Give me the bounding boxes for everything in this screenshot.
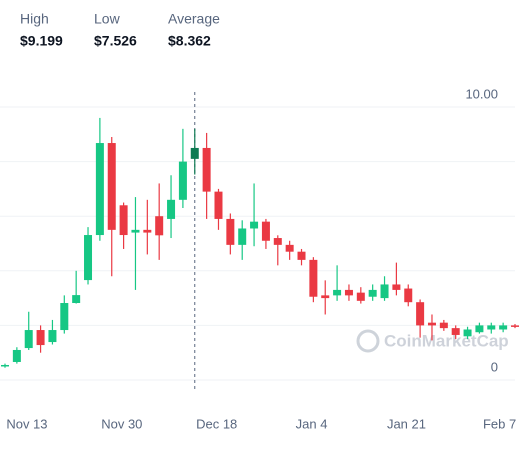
candle-body (36, 330, 45, 346)
candle-body (416, 302, 425, 326)
candle-body (392, 284, 401, 290)
candle-body (12, 349, 21, 362)
x-tick-label: Nov 13 (6, 416, 47, 431)
watermark-logo (356, 329, 380, 353)
candle-body (344, 289, 353, 296)
candle-body (511, 325, 519, 327)
stat-value: $7.526 (94, 33, 137, 49)
x-tick-label: Nov 30 (101, 416, 142, 431)
candle-body (368, 289, 377, 297)
candle-body (95, 143, 104, 236)
y-tick-label: 10.00 (465, 86, 498, 101)
candle-body (451, 328, 460, 335)
y-tick-label: 0 (491, 359, 498, 374)
stat-label: High (20, 11, 49, 27)
candle-body (404, 288, 413, 303)
candle-body (309, 259, 318, 297)
candle-body (48, 330, 57, 343)
x-tick-label: Dec 18 (196, 416, 237, 431)
candle-body (439, 322, 448, 329)
candle-body (1, 364, 9, 367)
candle-body (285, 244, 294, 252)
candle-body (427, 322, 436, 326)
candle-body (463, 329, 472, 337)
candle-body (84, 235, 93, 281)
candle-body (321, 295, 330, 299)
candle-body (356, 292, 365, 301)
candle-body (297, 251, 306, 260)
candle-body (226, 218, 235, 245)
candle-body (60, 303, 69, 331)
candle-body (475, 325, 484, 333)
candle-body (273, 238, 282, 245)
candle-body (261, 221, 270, 241)
candle-body (214, 191, 223, 219)
candle-body (333, 289, 342, 296)
candle-body (107, 143, 116, 230)
watermark-text: CoinMarketCap (384, 331, 509, 350)
candle-body (131, 229, 140, 233)
stat-value: $8.362 (168, 33, 211, 49)
candle-body (178, 161, 187, 200)
candle-body (167, 199, 176, 219)
candle-body (155, 216, 164, 236)
candle-body (202, 147, 211, 192)
candle-body (238, 228, 247, 245)
candle-body (250, 221, 259, 229)
candle-body (499, 325, 508, 330)
stat-label: Average (168, 11, 220, 27)
candle-body (72, 295, 81, 304)
candle-body (190, 147, 199, 159)
x-tick-label: Feb 7 (483, 416, 516, 431)
x-tick-label: Jan 4 (296, 416, 328, 431)
candle-body (24, 330, 33, 349)
watermark: CoinMarketCap (356, 329, 509, 353)
stat-value: $9.199 (20, 33, 63, 49)
candle-body (143, 229, 152, 233)
stat-label: Low (94, 11, 121, 27)
x-tick-label: Jan 21 (387, 416, 426, 431)
candle-body (119, 205, 128, 236)
candle-body (487, 325, 496, 330)
candle-body (380, 284, 389, 299)
